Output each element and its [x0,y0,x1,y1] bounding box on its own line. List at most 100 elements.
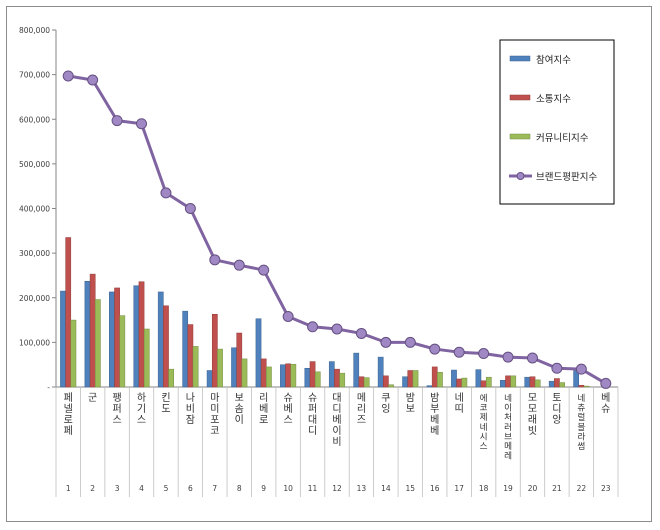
bar [485,376,492,388]
y-tick-label: 100,000 [19,338,50,347]
bar [70,319,77,388]
category-number: 17 [454,484,464,493]
category-number: 1 [66,484,71,493]
bar [480,380,487,388]
bar [138,281,145,388]
category-number: 6 [188,484,193,493]
bar [114,287,120,388]
reputation-point [551,362,563,374]
category-number: 5 [164,484,169,493]
bar [236,332,243,388]
reputation-point [502,351,514,363]
category-number: 12 [332,484,342,493]
axes: - 100,000 200,000 300,000 400,000 500,000 600,… [19,26,619,497]
bar [334,368,340,388]
bar [388,384,394,388]
bar [407,370,414,388]
y-tick-label: 200,000 [19,294,50,303]
bar [578,384,585,388]
y-tick-label: 400,000 [19,205,50,214]
category-number: 3 [115,484,120,493]
y-tick-label: 800,000 [19,26,50,35]
category-number: 10 [283,484,293,493]
reputation-point [209,254,221,266]
reputation-point [111,115,123,127]
bar [84,280,91,388]
category-number: 19 [503,484,513,493]
bar [241,358,248,388]
bar [554,378,560,388]
reputation-point [233,259,245,271]
bar [255,318,262,388]
bar [187,324,194,388]
bar [451,369,457,388]
bar [143,328,150,388]
bar [377,356,384,388]
legend-marker [516,172,525,180]
category-number: 15 [406,484,416,493]
bar [475,369,482,388]
bar [231,347,237,388]
category-number: 7 [212,484,217,493]
bar [358,376,365,388]
y-tick-label: 700,000 [19,71,50,80]
bar [548,380,555,388]
reputation-point [380,336,392,348]
chart-svg: - 100,000 200,000 300,000 400,000 500,000 600,… [19,26,619,497]
category-number: 8 [237,484,242,493]
reputation-point [184,203,196,214]
reputation-point [331,323,343,335]
bar [499,380,506,388]
bar [353,352,360,388]
category-number: 11 [308,484,318,493]
reputation-point [526,352,538,364]
y-tick-label: 600,000 [19,115,50,124]
bar [206,370,213,388]
bar [583,385,590,388]
bar [510,375,517,388]
reputation-point [160,187,172,199]
bar [309,361,316,388]
bar [529,376,536,388]
bars [60,237,590,388]
bar [192,346,199,388]
bar [437,372,443,388]
bar [285,363,291,388]
bar [119,315,126,388]
bar [426,385,433,388]
bar [168,368,175,388]
category-number: 22 [577,484,587,493]
bar [266,366,272,388]
reputation-point [136,118,148,130]
category-number: 4 [139,484,144,493]
bar [260,358,267,388]
bar [89,273,96,388]
y-tick-label: 500,000 [19,160,50,169]
category-label: 군 [88,392,97,404]
y-tick-label: 300,000 [19,249,50,258]
category-number: 13 [357,484,367,493]
category-number: 2 [90,484,95,493]
legend-swatch [509,94,531,101]
legend-swatch [509,133,531,140]
bar [95,299,101,388]
bar [280,364,286,388]
